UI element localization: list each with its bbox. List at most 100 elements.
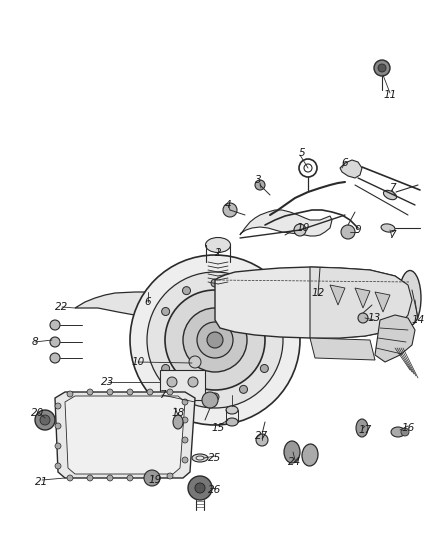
Circle shape bbox=[162, 365, 170, 373]
Circle shape bbox=[197, 322, 233, 358]
Text: 4: 4 bbox=[225, 200, 231, 210]
Ellipse shape bbox=[383, 190, 396, 200]
Polygon shape bbox=[145, 285, 158, 298]
Circle shape bbox=[255, 180, 265, 190]
Circle shape bbox=[188, 377, 198, 387]
Circle shape bbox=[256, 434, 268, 446]
Text: 17: 17 bbox=[358, 425, 371, 435]
Polygon shape bbox=[330, 285, 345, 305]
Circle shape bbox=[107, 475, 113, 481]
Circle shape bbox=[182, 437, 188, 443]
Text: 12: 12 bbox=[311, 288, 325, 298]
Circle shape bbox=[207, 332, 223, 348]
Circle shape bbox=[358, 313, 368, 323]
Ellipse shape bbox=[391, 427, 405, 437]
Text: 15: 15 bbox=[212, 423, 225, 433]
Circle shape bbox=[127, 389, 133, 395]
Circle shape bbox=[183, 287, 191, 295]
Circle shape bbox=[55, 463, 61, 469]
Ellipse shape bbox=[173, 415, 183, 429]
Polygon shape bbox=[215, 267, 412, 338]
Ellipse shape bbox=[226, 418, 238, 426]
Circle shape bbox=[183, 385, 191, 393]
Polygon shape bbox=[340, 160, 362, 178]
Text: 8: 8 bbox=[32, 337, 38, 347]
Circle shape bbox=[144, 470, 160, 486]
Circle shape bbox=[87, 475, 93, 481]
Circle shape bbox=[240, 287, 247, 295]
Text: 2: 2 bbox=[215, 248, 221, 258]
Circle shape bbox=[167, 389, 173, 395]
Text: 9: 9 bbox=[355, 225, 361, 235]
Circle shape bbox=[182, 457, 188, 463]
Polygon shape bbox=[240, 210, 332, 236]
Text: 14: 14 bbox=[411, 315, 424, 325]
Circle shape bbox=[40, 415, 50, 425]
Text: 19: 19 bbox=[148, 475, 162, 485]
Circle shape bbox=[165, 290, 265, 390]
Text: 11: 11 bbox=[383, 90, 397, 100]
Circle shape bbox=[50, 320, 60, 330]
Circle shape bbox=[240, 385, 247, 393]
Circle shape bbox=[182, 399, 188, 405]
Circle shape bbox=[195, 483, 205, 493]
Ellipse shape bbox=[356, 419, 368, 437]
Circle shape bbox=[55, 403, 61, 409]
Circle shape bbox=[35, 410, 55, 430]
Circle shape bbox=[188, 476, 212, 500]
Circle shape bbox=[211, 279, 219, 287]
Circle shape bbox=[87, 389, 93, 395]
Circle shape bbox=[401, 428, 409, 436]
Circle shape bbox=[294, 224, 306, 236]
Ellipse shape bbox=[399, 271, 421, 326]
Ellipse shape bbox=[192, 454, 208, 462]
Circle shape bbox=[147, 272, 283, 408]
Text: 25: 25 bbox=[208, 453, 222, 463]
Circle shape bbox=[162, 308, 170, 316]
Circle shape bbox=[50, 353, 60, 363]
Text: 26: 26 bbox=[208, 485, 222, 495]
Circle shape bbox=[374, 60, 390, 76]
Polygon shape bbox=[375, 292, 390, 312]
Circle shape bbox=[127, 475, 133, 481]
Text: 18: 18 bbox=[171, 408, 185, 418]
Circle shape bbox=[130, 255, 300, 425]
Polygon shape bbox=[310, 267, 412, 338]
Text: 27: 27 bbox=[255, 431, 268, 441]
Circle shape bbox=[223, 203, 237, 217]
Text: 10: 10 bbox=[297, 223, 310, 233]
Ellipse shape bbox=[302, 444, 318, 466]
Ellipse shape bbox=[381, 224, 395, 232]
Circle shape bbox=[67, 391, 73, 397]
Text: 7: 7 bbox=[389, 230, 396, 240]
Ellipse shape bbox=[205, 256, 230, 268]
Circle shape bbox=[55, 423, 61, 429]
Circle shape bbox=[147, 475, 153, 481]
Polygon shape bbox=[310, 338, 375, 360]
Circle shape bbox=[167, 377, 177, 387]
Text: 22: 22 bbox=[55, 302, 69, 312]
Text: 6: 6 bbox=[145, 297, 151, 307]
Ellipse shape bbox=[205, 238, 230, 253]
Polygon shape bbox=[75, 292, 235, 326]
Circle shape bbox=[189, 356, 201, 368]
Text: 5: 5 bbox=[299, 148, 305, 158]
Polygon shape bbox=[355, 288, 370, 308]
Circle shape bbox=[260, 365, 268, 373]
Text: 21: 21 bbox=[35, 477, 49, 487]
Text: 23: 23 bbox=[101, 377, 115, 387]
Circle shape bbox=[378, 64, 386, 72]
Text: 16: 16 bbox=[401, 423, 415, 433]
Circle shape bbox=[202, 392, 218, 408]
Text: 13: 13 bbox=[367, 313, 381, 323]
Circle shape bbox=[341, 225, 355, 239]
Ellipse shape bbox=[284, 441, 300, 463]
Circle shape bbox=[182, 417, 188, 423]
Text: 24: 24 bbox=[288, 457, 302, 467]
Polygon shape bbox=[65, 396, 185, 474]
Circle shape bbox=[211, 393, 219, 401]
Text: 20: 20 bbox=[32, 408, 45, 418]
Text: 7: 7 bbox=[159, 390, 165, 400]
Circle shape bbox=[260, 308, 268, 316]
Ellipse shape bbox=[226, 406, 238, 414]
